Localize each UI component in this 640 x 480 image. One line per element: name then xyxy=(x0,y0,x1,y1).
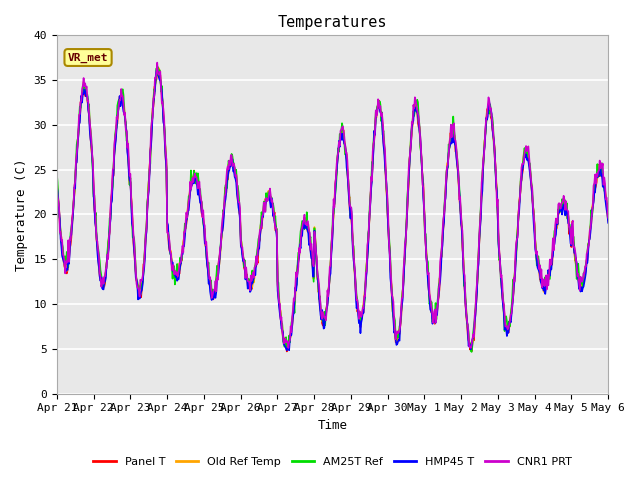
Text: VR_met: VR_met xyxy=(68,52,108,62)
Title: Temperatures: Temperatures xyxy=(278,15,387,30)
Y-axis label: Temperature (C): Temperature (C) xyxy=(15,158,28,271)
X-axis label: Time: Time xyxy=(317,419,348,432)
Legend: Panel T, Old Ref Temp, AM25T Ref, HMP45 T, CNR1 PRT: Panel T, Old Ref Temp, AM25T Ref, HMP45 … xyxy=(89,453,576,472)
